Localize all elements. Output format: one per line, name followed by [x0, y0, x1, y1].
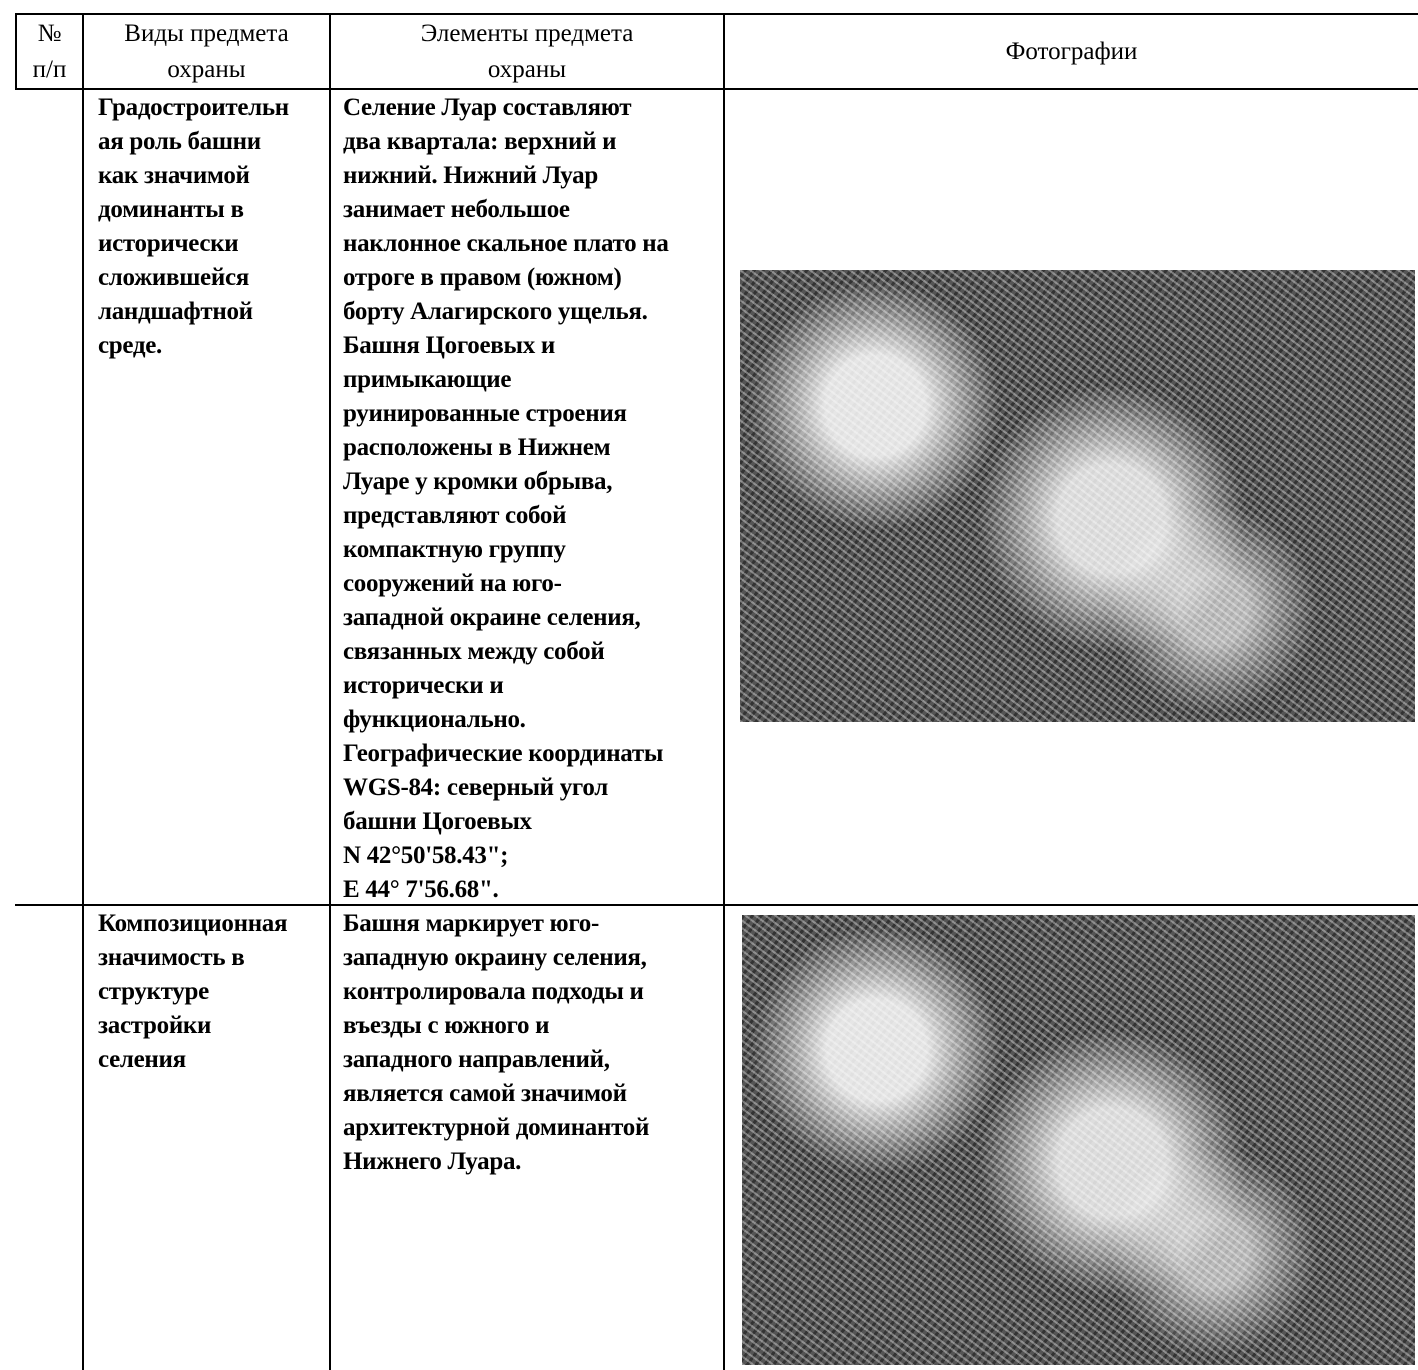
- text-line: п/п: [32, 56, 67, 83]
- text-line: западной окраине селения,: [343, 604, 641, 631]
- table-border: [82, 13, 84, 1370]
- text-line: расположены в Нижнем: [343, 434, 611, 461]
- text-line: западную окраину селения,: [343, 944, 647, 971]
- text-line: исторически: [98, 230, 239, 257]
- text-line: структуре: [98, 978, 209, 1005]
- text-line: селения: [98, 1046, 186, 1073]
- text-line: Луаре у кромки обрыва,: [343, 468, 613, 495]
- protection-type: Композиционная значимость в структуре застр…: [98, 907, 288, 1077]
- text-line: сложившейся: [98, 264, 249, 291]
- header-photos: Фотографии: [1005, 38, 1138, 65]
- text-line: WGS-84: северный угол: [343, 774, 608, 801]
- protection-elements: Башня маркирует юго-западную окраину сел…: [343, 907, 649, 1179]
- header-elements: Элементы предмета охраны: [331, 16, 723, 88]
- text-line: Градостроительн: [98, 94, 289, 121]
- text-line: Элементы предмета: [420, 20, 634, 47]
- protection-type: Градостроительн ая роль башни как значимой…: [98, 91, 289, 363]
- text-line: среде.: [98, 332, 162, 359]
- text-line: Селение Луар составляют: [343, 94, 632, 121]
- header-types: Виды предмета охраны: [84, 16, 329, 88]
- text-line: как значимой: [98, 162, 250, 189]
- text-line: примыкающие: [343, 366, 512, 393]
- text-line: Башня Цогоевых и: [343, 332, 555, 359]
- text-line: западного направлений,: [343, 1046, 610, 1073]
- header-number: № п/п: [17, 16, 82, 88]
- text-line: Композиционная: [98, 910, 288, 937]
- text-line: ландшафтной: [98, 298, 253, 325]
- table-border: [329, 13, 331, 1370]
- text-line: сооружений на юго-: [343, 570, 562, 597]
- photo: [742, 915, 1415, 1365]
- text-line: Географические координаты: [343, 740, 664, 767]
- text-line: исторически и: [343, 672, 504, 699]
- text-line: ая роль башни: [98, 128, 261, 155]
- protection-elements: Селение Луар составляют два квартала: вер…: [343, 91, 669, 907]
- text-line: Нижнего Луара.: [343, 1148, 522, 1175]
- text-line: контролировала подходы и: [343, 978, 644, 1005]
- table-border: [723, 13, 725, 1370]
- text-line: занимает небольшое: [343, 196, 570, 223]
- table-border: [15, 13, 17, 90]
- text-line: наклонное скальное плато на: [343, 230, 669, 257]
- text-line: охраны: [167, 56, 246, 83]
- text-line: связанных между собой: [343, 638, 605, 665]
- text-line: Башня маркирует юго-: [343, 910, 599, 937]
- text-line: въезды с южного и: [343, 1012, 550, 1039]
- text-line: №: [37, 20, 62, 47]
- text-line: является самой значимой: [343, 1080, 627, 1107]
- text-line: охраны: [487, 56, 567, 83]
- text-line: доминанты в: [98, 196, 244, 223]
- text-line: башни Цогоевых: [343, 808, 532, 835]
- text-line: N 42°50'58.43";: [343, 842, 509, 869]
- text-line: функционально.: [343, 706, 526, 733]
- table-border: [15, 904, 1418, 906]
- text-line: значимость в: [98, 944, 245, 971]
- text-line: два квартала: верхний и: [343, 128, 617, 155]
- text-line: руинированные строения: [343, 400, 627, 427]
- table-border: [15, 88, 1418, 90]
- text-line: борту Алагирского ущелья.: [343, 298, 648, 325]
- table-border: [15, 13, 1418, 15]
- text-line: E 44° 7'56.68".: [343, 876, 499, 903]
- text-line: Виды предмета: [124, 20, 289, 47]
- text-line: представляют собой: [343, 502, 567, 529]
- text-line: компактную группу: [343, 536, 566, 563]
- text-line: нижний. Нижний Луар: [343, 162, 598, 189]
- photo: [740, 270, 1415, 722]
- text-line: отроге в правом (южном): [343, 264, 622, 291]
- text-line: застройки: [98, 1012, 212, 1039]
- text-line: архитектурной доминантой: [343, 1114, 650, 1141]
